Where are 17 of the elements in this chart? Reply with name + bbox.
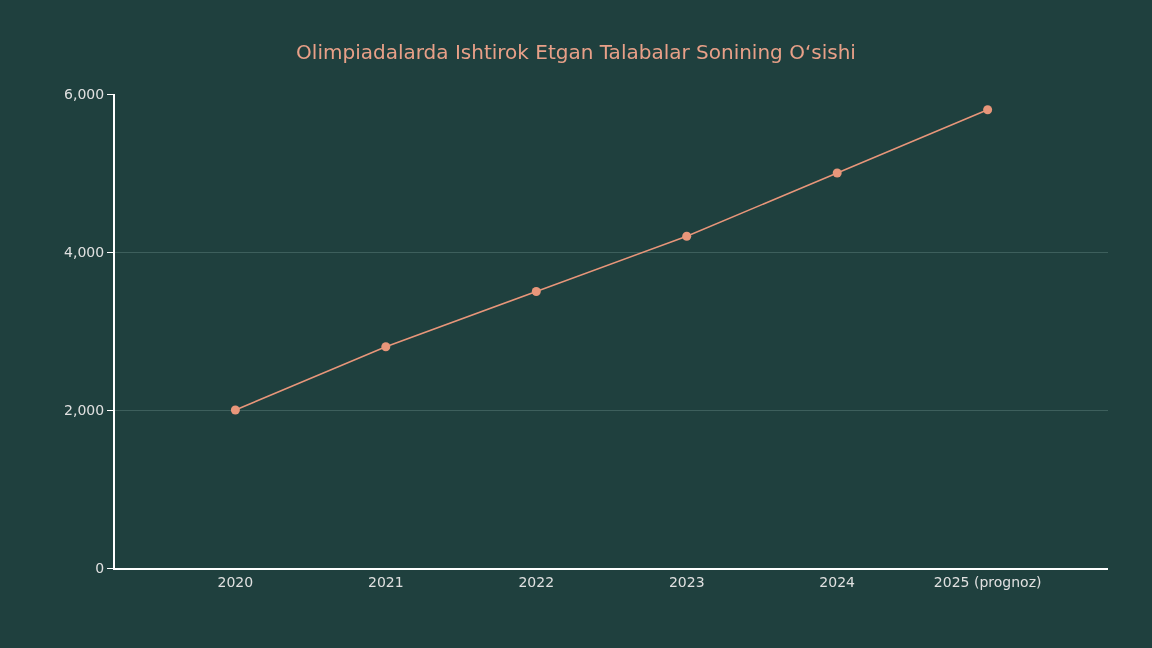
point [682, 231, 692, 241]
x-tick-label: 2021 [368, 573, 404, 590]
x-tick-label: 2025 (prognoz) [933, 573, 1042, 590]
x-tick-label: 2020 [217, 573, 254, 590]
y-tick-label: 4,000 [64, 243, 105, 260]
y-tick-label: 6,000 [64, 85, 105, 102]
y-tick-label: 0 [95, 559, 105, 576]
point [983, 105, 993, 115]
point [531, 287, 541, 296]
y-tick-label: 2,000 [64, 401, 105, 418]
point [381, 342, 391, 352]
chart-title: Olimpiadalarda Ishtirok Etgan Talabalar Sonining O‘sishi [296, 40, 856, 65]
x-tick-label: 2024 [819, 573, 856, 590]
x-tick-label: 2022 [518, 573, 555, 590]
point [230, 405, 240, 415]
x-tick-label: 2023 [668, 573, 705, 590]
point [832, 168, 842, 178]
